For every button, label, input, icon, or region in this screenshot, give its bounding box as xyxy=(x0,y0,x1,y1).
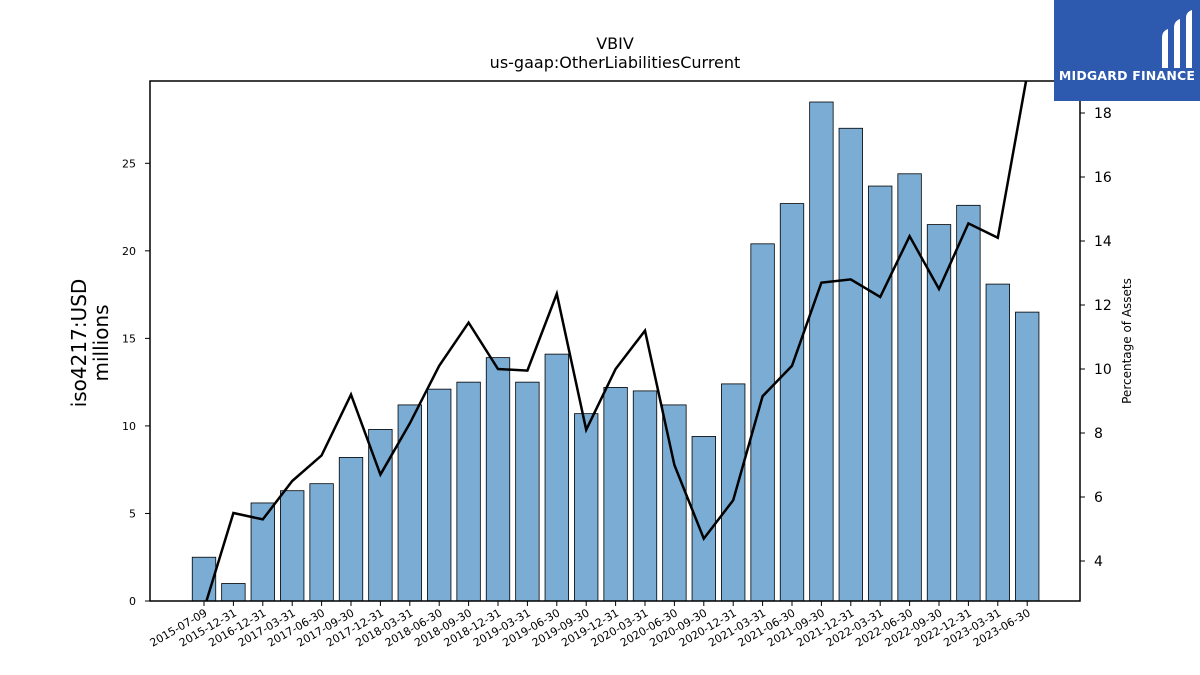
bar-2019-03-31 xyxy=(515,381,540,602)
bar-2019-09-30 xyxy=(574,413,599,602)
y-tick-label: 25 xyxy=(122,157,136,170)
bar-2017-09-30 xyxy=(338,457,364,602)
bar-2017-03-31 xyxy=(280,490,305,602)
bar-2018-03-31 xyxy=(397,404,422,602)
bar-2021-09-30 xyxy=(809,101,834,602)
bar-2018-09-30 xyxy=(456,381,481,602)
bar-2022-03-31 xyxy=(868,185,893,602)
bar-2018-06-30 xyxy=(427,388,452,602)
y2-tick-label: 10 xyxy=(1094,362,1112,378)
y-axis-label: iso4217:USDmillions xyxy=(67,279,113,408)
bar-2020-03-31 xyxy=(632,390,658,602)
bar-2017-06-30 xyxy=(309,483,334,602)
bar-2020-12-31 xyxy=(721,383,746,602)
logo-text: MIDGARD FINANCE xyxy=(1058,68,1196,83)
y-tick-label: 15 xyxy=(122,332,136,345)
percentage-line xyxy=(205,81,1028,601)
y-tick-label: 0 xyxy=(129,595,136,608)
y2-tick-label: 14 xyxy=(1094,234,1112,250)
y-tick-label: 5 xyxy=(129,507,136,520)
y2-axis-label: Percentage of Assets xyxy=(1120,278,1134,404)
y2-tick-label: 4 xyxy=(1094,554,1103,570)
bar-2020-06-30 xyxy=(662,404,687,602)
y2-tick-label: 6 xyxy=(1094,490,1103,506)
bar-2018-12-31 xyxy=(485,357,511,602)
y2-tick-label: 8 xyxy=(1094,426,1103,442)
bar-2023-06-30 xyxy=(1015,311,1040,602)
bar-2019-12-31 xyxy=(603,386,628,602)
bar-2015-12-31 xyxy=(221,583,246,602)
midgard-logo-icon xyxy=(1162,10,1192,68)
chart-title: VBIV xyxy=(596,34,634,53)
bar-2021-12-31 xyxy=(838,127,863,602)
bar-2019-06-30 xyxy=(544,353,569,602)
bar-2021-06-30 xyxy=(779,203,805,602)
y2-tick-label: 12 xyxy=(1094,298,1112,314)
y2-tick-label: 18 xyxy=(1094,106,1112,122)
y-tick-label: 20 xyxy=(122,245,136,258)
y2-tick-label: 16 xyxy=(1094,170,1112,186)
chart-subtitle: us-gaap:OtherLiabilitiesCurrent xyxy=(490,53,741,72)
brand-logo: MIDGARD FINANCE xyxy=(1054,0,1200,101)
bar-2023-03-31 xyxy=(985,283,1010,602)
bar-2022-09-30 xyxy=(926,224,952,602)
plot-frame xyxy=(149,80,1081,602)
bar-2022-12-31 xyxy=(956,204,981,602)
y-tick-label: 10 xyxy=(122,420,136,433)
